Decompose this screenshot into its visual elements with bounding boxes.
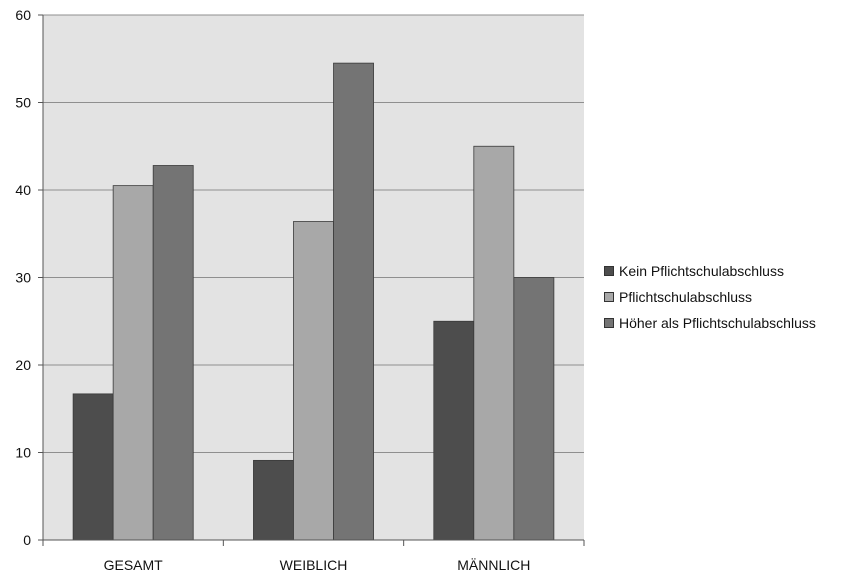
y-tick-label: 30: [15, 270, 31, 286]
legend-item: Pflichtschulabschluss: [604, 284, 816, 310]
bar: [513, 277, 555, 541]
legend-label: Pflichtschulabschluss: [619, 289, 753, 305]
bar: [293, 221, 334, 541]
x-tick-label: GESAMT: [104, 557, 164, 573]
y-tick-label: 20: [15, 357, 31, 373]
bar: [433, 320, 475, 541]
y-tick-label: 40: [15, 182, 31, 198]
legend-item: Kein Pflichtschulabschluss: [604, 258, 816, 284]
bar: [333, 62, 374, 541]
legend-label: Höher als Pflichtschulabschluss: [619, 315, 816, 331]
bar: [473, 145, 515, 541]
legend: Kein Pflichtschulabschluss Pflichtschula…: [604, 258, 816, 336]
axes: [42, 15, 585, 546]
legend-item: Höher als Pflichtschulabschluss: [604, 310, 816, 336]
bar: [152, 165, 194, 541]
bar: [112, 185, 154, 541]
x-tick-label: WEIBLICH: [280, 557, 348, 573]
bar: [72, 393, 114, 541]
x-tick-label: MÄNNLICH: [457, 557, 530, 573]
y-tick-label: 0: [23, 532, 31, 548]
x-tick-labels: GESAMT WEIBLICH MÄNNLICH: [104, 557, 531, 573]
y-tick-label: 60: [15, 7, 31, 23]
y-tick-label: 10: [15, 445, 31, 461]
legend-swatch: [604, 318, 614, 328]
bars: [72, 62, 555, 541]
legend-swatch: [604, 292, 614, 302]
y-tick-label: 50: [15, 95, 31, 111]
legend-swatch: [604, 266, 614, 276]
y-tick-labels: 0 10 20 30 40 50 60: [15, 7, 31, 548]
legend-label: Kein Pflichtschulabschluss: [619, 263, 784, 279]
bar: [253, 459, 294, 541]
